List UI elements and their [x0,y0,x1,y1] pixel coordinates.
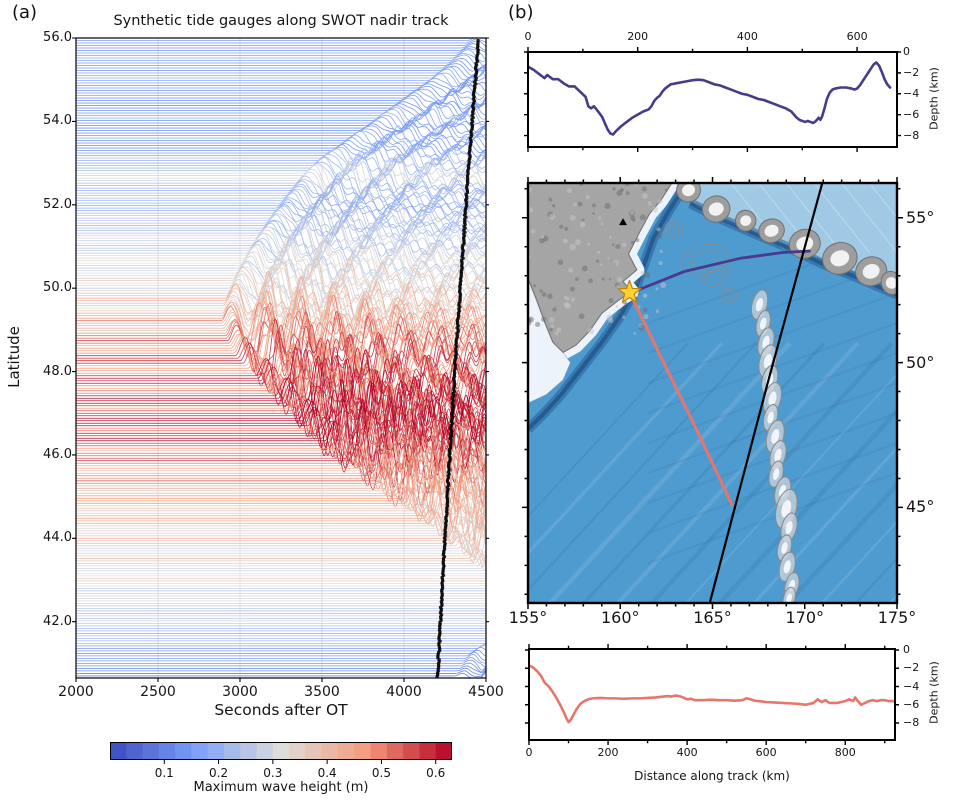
tick-label: 2500 [140,684,176,700]
panel-b-label: (b) [508,2,534,23]
bathymetry-map [520,175,905,611]
tick-label: 200 [627,30,649,43]
tick-label: −4 [903,86,920,100]
panel-a-y-axis-label: Latitude [5,326,23,388]
tick-label: 3500 [304,684,340,700]
top-profile-y-axis-label: Depth (km) [927,67,941,130]
panel-a-label: (a) [12,2,38,23]
tick-label: −6 [903,697,920,711]
tick-label: −2 [903,661,920,675]
tick-label: 600 [846,30,868,43]
tick-label: 4500 [468,684,504,700]
tick-label: 0 [903,643,910,656]
tick-label: 45° [906,497,935,517]
panel-a-x-axis-label: Seconds after OT [214,701,348,719]
waterfall-tide-gauge-plot [68,30,494,686]
tick-label: 0 [524,30,532,43]
tick-label: 400 [736,30,758,43]
colorbar-label: Maximum wave height (m) [193,780,369,795]
tick-label: 0.2 [209,766,229,780]
tick-label: 4000 [386,684,422,700]
tick-label: 0.3 [263,766,283,780]
tick-label: 2000 [58,684,94,700]
tick-label: −4 [903,679,920,693]
colorbar [110,742,452,768]
bottom-profile-x-axis-label: Distance along track (km) [634,769,790,783]
tick-label: 0.4 [317,766,337,780]
tick-label: 55° [906,207,935,227]
panel-a-title: Synthetic tide gauges along SWOT nadir t… [113,13,449,29]
bottom-depth-profile-plot [521,641,903,748]
bottom-profile-y-axis-label: Depth (km) [927,661,941,724]
tick-label: −8 [903,716,920,729]
tick-label: −6 [903,107,920,121]
tick-label: 0.1 [154,766,174,780]
tick-label: 50° [906,352,935,372]
tick-label: −2 [903,65,920,79]
tick-label: −8 [903,128,920,142]
tick-label: 0.6 [426,766,446,780]
tick-label: 3000 [222,684,258,700]
tick-label: 0.5 [371,766,391,780]
top-depth-profile-plot [520,44,905,155]
